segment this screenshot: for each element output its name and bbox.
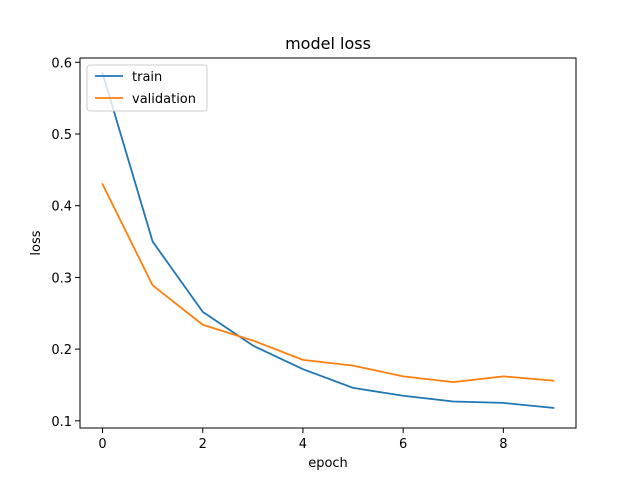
- x-axis-label: epoch: [308, 456, 348, 471]
- y-tick-label: 0.6: [51, 56, 72, 71]
- x-tick-label: 2: [199, 437, 207, 452]
- y-tick-label: 0.4: [51, 200, 72, 215]
- legend: train validation: [86, 64, 208, 112]
- y-axis-ticks: 0.1 0.2 0.3 0.4 0.5 0.6: [51, 56, 80, 430]
- series-line-validation: [101, 182, 555, 384]
- x-tick-label: 6: [399, 437, 407, 452]
- chart-title: model loss: [285, 34, 371, 53]
- y-tick-label: 0.3: [51, 271, 72, 286]
- series-layer: [101, 71, 555, 409]
- x-tick-label: 4: [299, 437, 307, 452]
- x-tick-label: 0: [98, 437, 106, 452]
- y-tick-label: 0.1: [51, 415, 72, 430]
- series-line-train: [101, 71, 555, 409]
- legend-label-train: train: [132, 70, 162, 85]
- x-tick-label: 8: [499, 437, 507, 452]
- y-tick-label: 0.2: [51, 343, 72, 358]
- axes-frame: [79, 57, 577, 429]
- y-tick-label: 0.5: [51, 128, 72, 143]
- legend-label-validation: validation: [132, 92, 196, 107]
- plot-area: [79, 57, 577, 429]
- x-axis-ticks: 0 2 4 6 8: [98, 428, 507, 452]
- y-axis-label: loss: [29, 230, 44, 255]
